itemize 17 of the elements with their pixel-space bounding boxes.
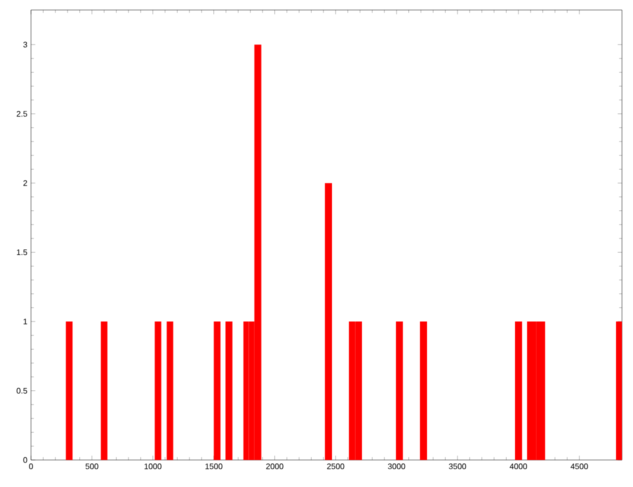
x-tick-label: 1000: [144, 464, 162, 470]
y-tick-label: 2.5: [16, 111, 28, 117]
x-tick-label: 2500: [327, 464, 344, 470]
y-tick-label: 1.5: [16, 250, 28, 256]
y-tick-label: 2: [23, 180, 28, 186]
y-tick-label: 0.5: [16, 388, 28, 394]
x-tick-label: 0: [29, 464, 33, 470]
y-tick-label: 1: [24, 318, 28, 324]
x-tick-label: 4000: [510, 464, 528, 470]
x-tick-label: 500: [86, 464, 98, 470]
y-tick-label: 0: [23, 457, 28, 463]
x-tick-label: 1500: [206, 464, 222, 470]
x-tick-label: 2000: [266, 464, 284, 470]
x-tick-label: 4500: [570, 464, 588, 470]
y-tick-label: 3: [23, 42, 28, 48]
x-tick-label: 3000: [388, 464, 406, 470]
x-tick-label: 3500: [448, 464, 466, 470]
